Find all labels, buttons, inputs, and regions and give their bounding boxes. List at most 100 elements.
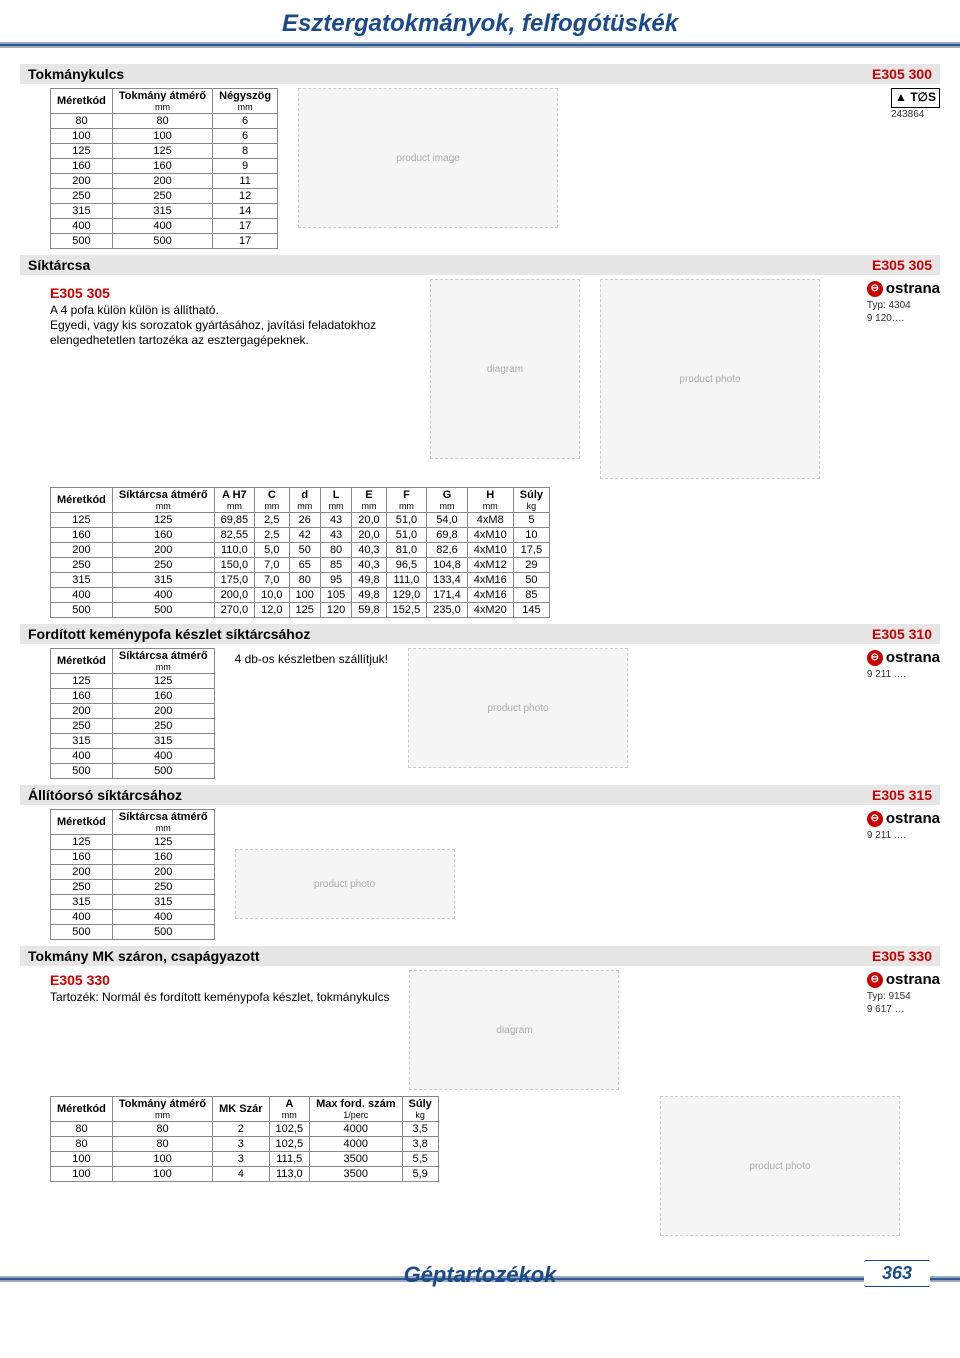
cell: 105: [320, 588, 351, 603]
section-title: Síktárcsa: [28, 257, 90, 273]
cell: 315: [51, 734, 113, 749]
cell: 200: [112, 174, 212, 189]
brand-ostrana1: ⊖ostrana Typ: 4304 9 120.…: [867, 279, 940, 325]
cell: 85: [320, 558, 351, 573]
col-header: Méretkód: [51, 649, 113, 674]
cell: 3500: [310, 1167, 402, 1182]
brand-ostrana2: ⊖ostrana 9 211 .…: [867, 648, 940, 681]
cell: 80: [112, 1122, 212, 1137]
cell: 100: [289, 588, 320, 603]
cell: 200: [112, 865, 214, 880]
cell: 250: [51, 558, 113, 573]
brand-ostrana3: ⊖ostrana 9 211 .…: [867, 809, 940, 842]
cell: 10,0: [255, 588, 289, 603]
cell: 200: [112, 543, 214, 558]
cell: 4xM12: [467, 558, 513, 573]
cell: 500: [112, 925, 214, 940]
cell: 95: [320, 573, 351, 588]
cell: 7,0: [255, 573, 289, 588]
cell: 51,0: [386, 513, 427, 528]
cell: 315: [51, 895, 113, 910]
cell: 82,55: [214, 528, 255, 543]
table-row: 40040017: [51, 219, 278, 234]
cell: 80: [112, 114, 212, 129]
table-faceplate: MéretkódSíktárcsa átmérőmmA H7mmCmmdmmLm…: [50, 487, 550, 618]
cell: 125: [112, 144, 212, 159]
table-row: 1001004113,035005,9: [51, 1167, 439, 1182]
cell: 29: [513, 558, 549, 573]
cell: 129,0: [386, 588, 427, 603]
page-number: 363: [864, 1260, 930, 1287]
image-diagram: diagram: [430, 279, 580, 459]
image-mk-diagram: diagram: [409, 970, 619, 1090]
cell: 200: [51, 174, 113, 189]
cell: 110,0: [214, 543, 255, 558]
cell: 100: [112, 1167, 212, 1182]
cell: 80: [112, 1137, 212, 1152]
cell: 42: [289, 528, 320, 543]
cell: 400: [112, 588, 214, 603]
cell: 250: [112, 189, 212, 204]
cell: 12,0: [255, 603, 289, 618]
cell: 43: [320, 528, 351, 543]
table-row: 1251258: [51, 144, 278, 159]
image-jaws: product photo: [408, 648, 628, 768]
cell: 400: [112, 749, 214, 764]
cell: 500: [51, 603, 113, 618]
section-code: E305 315: [872, 787, 932, 803]
table-row: 200200: [51, 704, 215, 719]
page-footer: Géptartozékok 363: [0, 1256, 960, 1302]
section-code: E305 300: [872, 66, 932, 82]
col-header: Síktárcsa átmérőmm: [112, 649, 214, 674]
table-row: 315315: [51, 895, 215, 910]
cell: 17,5: [513, 543, 549, 558]
cell: 50: [289, 543, 320, 558]
cell: 160: [112, 689, 214, 704]
table-row: 80802102,540003,5: [51, 1122, 439, 1137]
cell: 20,0: [352, 513, 386, 528]
cell: 26: [289, 513, 320, 528]
cell: 133,4: [427, 573, 468, 588]
cell: 2,5: [255, 528, 289, 543]
cell: 4xM10: [467, 528, 513, 543]
ostrana-icon: ⊖: [867, 972, 883, 988]
cell: 500: [112, 764, 214, 779]
cell: 250: [112, 558, 214, 573]
cell: 111,5: [269, 1152, 310, 1167]
cell: 49,8: [352, 588, 386, 603]
cell: 160: [51, 159, 113, 174]
section-bar-jaws: Fordított keménypofa készlet síktárcsáho…: [20, 624, 940, 644]
cell: 315: [51, 573, 113, 588]
cell: 3: [213, 1137, 269, 1152]
col-header: MK Szár: [213, 1097, 269, 1122]
cell: 4xM20: [467, 603, 513, 618]
table-row: 500500: [51, 925, 215, 940]
col-header: Tokmány átmérőmm: [112, 1097, 212, 1122]
cell: 113,0: [269, 1167, 310, 1182]
cell: 400: [51, 910, 113, 925]
cell: 51,0: [386, 528, 427, 543]
cell: 40,3: [352, 558, 386, 573]
cell: 6: [213, 129, 278, 144]
cell: 150,0: [214, 558, 255, 573]
col-header: Gmm: [427, 488, 468, 513]
cell: 160: [51, 689, 113, 704]
cell: 315: [51, 204, 113, 219]
brand-tos: ▲ T∅S 243864: [891, 88, 940, 121]
image-faceplate: product photo: [600, 279, 820, 479]
cell: 250: [51, 719, 113, 734]
cell: 145: [513, 603, 549, 618]
table-row: 31531514: [51, 204, 278, 219]
cell: 200: [51, 865, 113, 880]
cell: 315: [112, 895, 214, 910]
cell: 400: [112, 219, 212, 234]
section-code: E305 330: [872, 948, 932, 964]
table-row: 160160: [51, 850, 215, 865]
col-header: Méretkód: [51, 89, 113, 114]
cell: 120: [320, 603, 351, 618]
cell: 80: [51, 1137, 113, 1152]
cell: 400: [112, 910, 214, 925]
table-row: 250250150,07,0658540,396,5104,84xM1229: [51, 558, 550, 573]
cell: 43: [320, 513, 351, 528]
cell: 315: [112, 734, 214, 749]
